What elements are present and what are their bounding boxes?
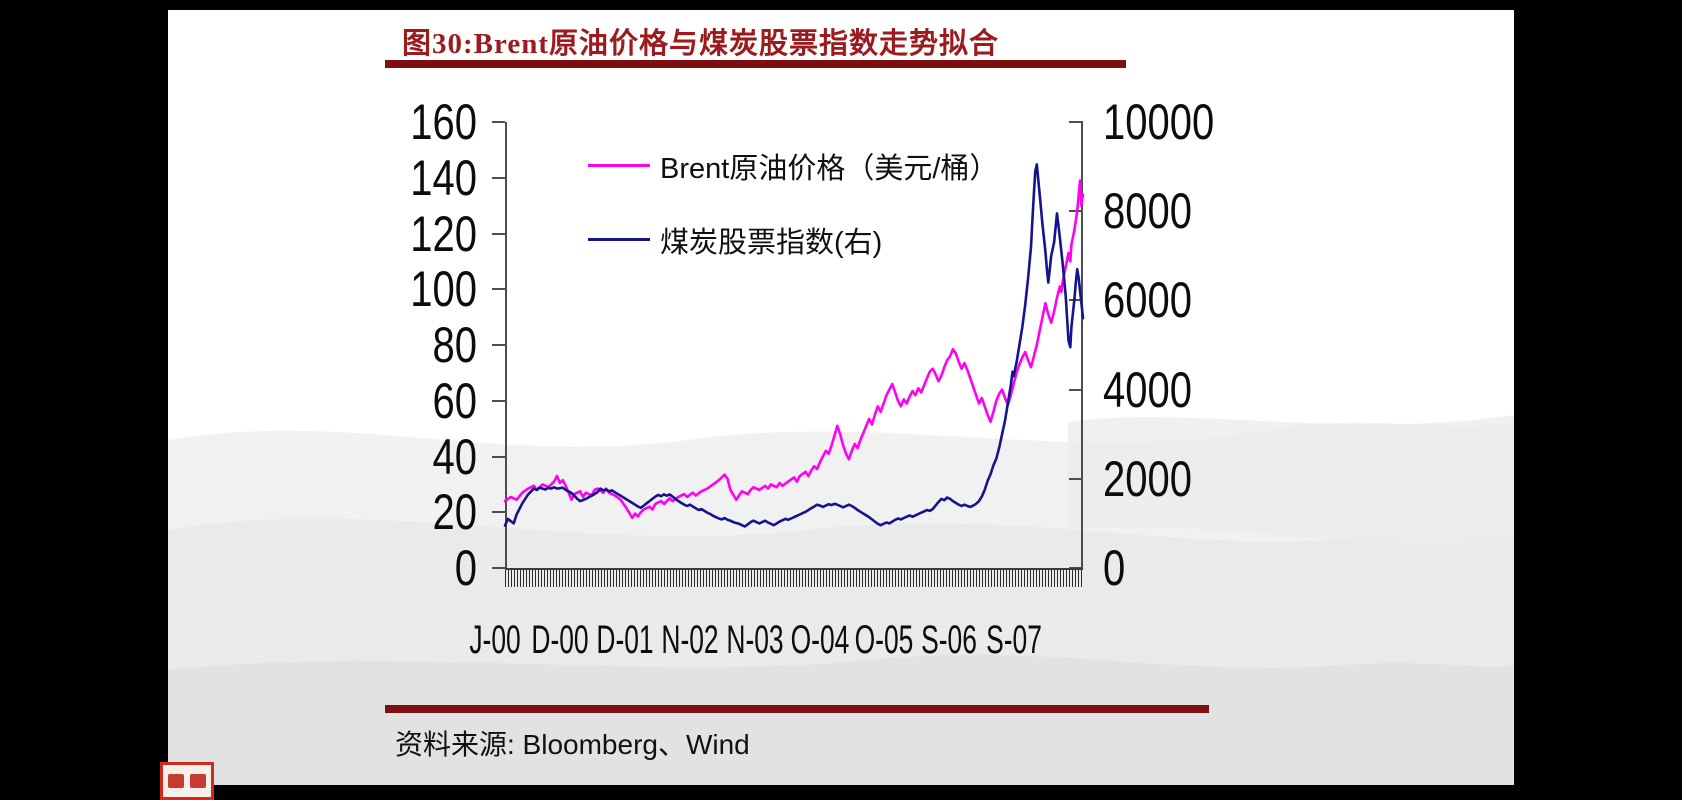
x-axis-tick-label: N-02 [661, 618, 719, 662]
right-axis-tick-label: 4000 [1103, 361, 1192, 418]
left-axis-tick-label: 0 [454, 540, 477, 596]
left-axis-tick-label: 140 [410, 149, 477, 206]
x-axis-dense-tick-band [505, 568, 1083, 587]
right-axis-tick [1069, 299, 1083, 302]
left-axis-tick [492, 121, 505, 123]
left-axis-tick-label: 40 [432, 428, 478, 485]
left-axis-tick [492, 511, 505, 514]
left-axis-tick [492, 176, 505, 179]
x-axis-tick-label: O-04 [790, 618, 849, 662]
figure-title: 图30:Brent原油价格与煤炭股票指数走势拟合 [402, 28, 1000, 60]
right-axis-tick-label: 6000 [1103, 272, 1192, 329]
right-axis-tick [1069, 388, 1083, 391]
red-seal-stamp [160, 762, 214, 800]
left-axis-tick-label: 160 [410, 94, 477, 150]
coal-index-series-swatch [588, 238, 650, 241]
right-axis-tick-label: 10000 [1103, 94, 1215, 150]
left-axis-tick-label: 80 [432, 317, 478, 373]
left-axis-tick-label: 120 [410, 205, 477, 262]
left-axis-tick-label: 100 [410, 261, 477, 318]
legend-item-coal-index: 煤炭股票指数(右) [588, 222, 1068, 259]
left-y-axis-line [505, 122, 507, 568]
data-source-label: 资料来源: Bloomberg、Wind [395, 729, 750, 760]
legend-item-brent: Brent原油价格（美元/桶） [588, 148, 1068, 185]
x-axis-tick-label: N-03 [725, 618, 784, 662]
left-axis-tick [492, 232, 505, 235]
document-content-area: 图30:Brent原油价格与煤炭股票指数走势拟合 资料来源: Bloomberg… [168, 10, 1514, 785]
x-axis-tick-label: D-00 [531, 618, 589, 662]
x-axis-tick-label: S-07 [986, 618, 1043, 662]
x-axis-tick-label: J-00 [469, 618, 521, 662]
right-axis-tick-label: 0 [1103, 540, 1126, 596]
right-y-axis-line [1081, 122, 1083, 568]
left-axis-tick [492, 399, 505, 402]
chart-plot-area [503, 163, 1085, 528]
left-axis-tick [492, 455, 505, 458]
brent-series-label: Brent原油价格（美元/桶） [660, 153, 999, 185]
left-axis-tick-label: 60 [432, 372, 478, 429]
coal-index-series-label: 煤炭股票指数(右) [660, 227, 883, 259]
right-axis-tick [1069, 477, 1083, 480]
left-axis-tick [492, 567, 505, 569]
title-divider-rule [385, 60, 1126, 68]
right-axis-tick-label: 2000 [1103, 450, 1192, 507]
left-axis-tick-label: 20 [432, 484, 478, 541]
brent-series-swatch [588, 164, 650, 167]
coal-index-series-line [503, 163, 1085, 528]
x-axis-tick-label: S-06 [921, 618, 978, 662]
brent-series-line [503, 179, 1085, 520]
source-divider-rule [385, 705, 1209, 713]
right-axis-tick-label: 8000 [1103, 183, 1192, 240]
x-axis-tick-label: O-05 [855, 618, 914, 662]
left-axis-tick [492, 288, 505, 291]
left-axis-tick [492, 344, 505, 346]
x-axis-tick-label: D-01 [596, 618, 654, 662]
right-axis-tick [1069, 121, 1083, 123]
